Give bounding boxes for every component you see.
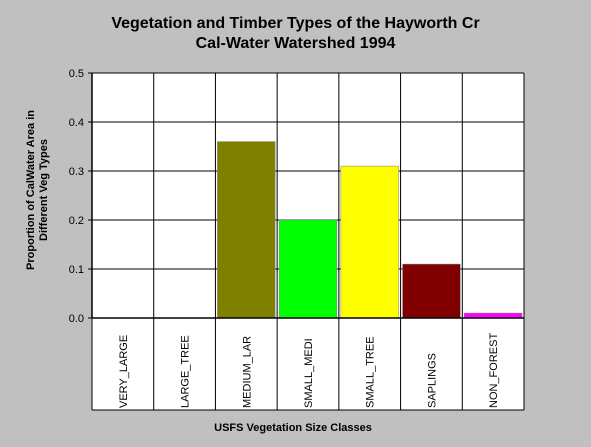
- y-axis-label-line2: Different Veg Types: [38, 139, 50, 241]
- x-tick-label: SMALL_TREE: [365, 336, 377, 408]
- bar-small-medi: [278, 219, 338, 319]
- axes: [88, 72, 524, 411]
- x-tick-label: NON_FOREST: [488, 333, 500, 408]
- bars: [217, 141, 523, 319]
- chart-title-line1: Vegetation and Timber Types of the Haywo…: [111, 15, 480, 32]
- bar-saplings: [402, 263, 461, 319]
- x-tick-label: SMALL_MEDI: [303, 338, 315, 408]
- x-tick-labels: VERY_LARGE LARGE_TREE MEDIUM_LAR SMALL_MEDI…: [118, 333, 500, 408]
- chart-title-line2: Cal-Water Watershed 1994: [195, 35, 396, 52]
- y-axis-label-line1: Proportion of CalWater Area in: [25, 110, 37, 270]
- bar-medium-lar: [217, 141, 276, 319]
- y-tick-label: 0.0: [69, 313, 84, 325]
- y-tick-label: 0.4: [69, 117, 84, 129]
- y-tick-labels: 0.0 0.1 0.2 0.3 0.4 0.5: [69, 68, 84, 325]
- x-tick-label: VERY_LARGE: [118, 335, 130, 408]
- y-tick-label: 0.3: [69, 166, 84, 178]
- y-tick-label: 0.5: [69, 68, 84, 80]
- y-tick-label: 0.1: [69, 264, 84, 276]
- x-tick-label: MEDIUM_LAR: [241, 336, 253, 408]
- x-tick-label: SAPLINGS: [426, 353, 438, 408]
- y-tick-label: 0.2: [69, 215, 84, 227]
- x-axis-label: USFS Vegetation Size Classes: [214, 422, 372, 434]
- bar-small-tree: [340, 165, 399, 319]
- x-tick-label: LARGE_TREE: [180, 335, 192, 408]
